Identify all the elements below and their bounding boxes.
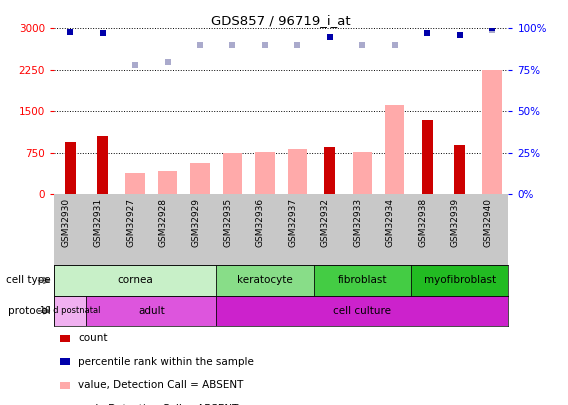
Text: percentile rank within the sample: percentile rank within the sample [78, 357, 254, 367]
Text: GSM32930: GSM32930 [61, 198, 70, 247]
Text: GSM32933: GSM32933 [353, 198, 362, 247]
Bar [54, 296, 86, 326]
Bar [255, 152, 275, 194]
Text: cell culture: cell culture [333, 306, 391, 316]
Bar [422, 119, 433, 194]
Bar [411, 265, 508, 296]
Bar [65, 142, 76, 194]
Text: myofibroblast: myofibroblast [424, 275, 496, 286]
Text: 10 d postnatal: 10 d postnatal [40, 306, 101, 315]
Text: GSM32934: GSM32934 [386, 198, 395, 247]
Bar [385, 105, 404, 194]
Bar [190, 163, 210, 194]
Bar [314, 265, 411, 296]
Bar [126, 173, 145, 194]
Text: count: count [78, 333, 108, 343]
Text: GSM32929: GSM32929 [191, 198, 200, 247]
Text: GSM32937: GSM32937 [289, 198, 298, 247]
Text: keratocyte: keratocyte [237, 275, 293, 286]
Bar [216, 265, 314, 296]
Text: GSM32935: GSM32935 [223, 198, 232, 247]
Text: GSM32939: GSM32939 [450, 198, 460, 247]
Title: GDS857 / 96719_i_at: GDS857 / 96719_i_at [211, 14, 351, 27]
Text: GSM32931: GSM32931 [94, 198, 103, 247]
Text: cell type: cell type [6, 275, 51, 286]
Text: GSM32936: GSM32936 [256, 198, 265, 247]
Text: value, Detection Call = ABSENT: value, Detection Call = ABSENT [78, 380, 244, 390]
Text: GSM32938: GSM32938 [418, 198, 427, 247]
Text: rank, Detection Call = ABSENT: rank, Detection Call = ABSENT [78, 404, 239, 405]
Bar [287, 149, 307, 194]
Bar [97, 136, 108, 194]
Bar [223, 153, 242, 194]
Bar [353, 152, 372, 194]
Bar [158, 171, 177, 194]
Text: GSM32932: GSM32932 [321, 198, 330, 247]
Text: GSM32927: GSM32927 [126, 198, 135, 247]
Bar [482, 70, 502, 194]
Text: fibroblast: fibroblast [337, 275, 387, 286]
Text: protocol: protocol [9, 306, 51, 316]
Bar [86, 296, 216, 326]
Bar [216, 296, 508, 326]
Text: GSM32940: GSM32940 [483, 198, 492, 247]
Text: cornea: cornea [117, 275, 153, 286]
Text: GSM32928: GSM32928 [158, 198, 168, 247]
Bar [324, 147, 335, 194]
Bar [54, 265, 216, 296]
Bar [454, 145, 465, 194]
Text: adult: adult [138, 306, 165, 316]
